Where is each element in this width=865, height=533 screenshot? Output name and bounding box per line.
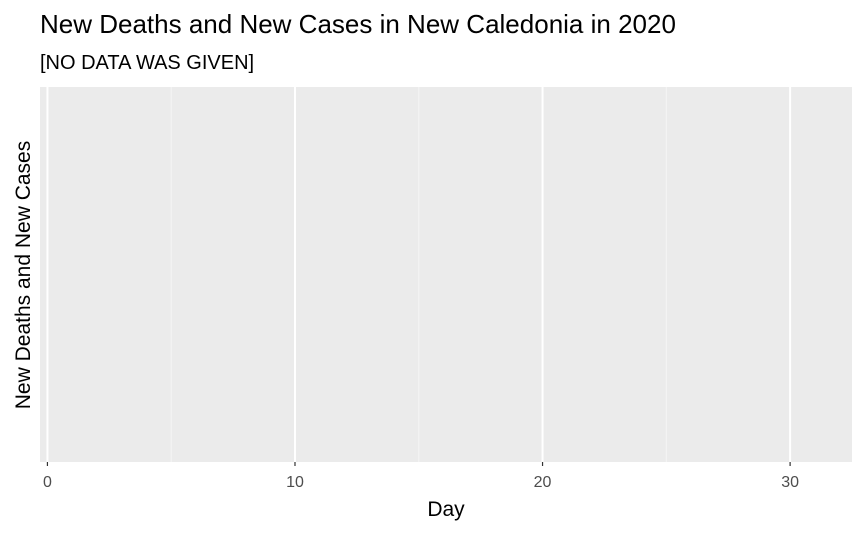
x-axis-title: Day — [427, 498, 465, 521]
x-tick-label: 30 — [781, 474, 799, 491]
plot-panel — [40, 87, 852, 462]
x-tick-label: 0 — [43, 474, 52, 491]
chart-subtitle: [NO DATA WAS GIVEN] — [40, 52, 254, 74]
major-gridlines — [46, 87, 792, 462]
minor-gridlines — [170, 87, 667, 462]
chart-title: New Deaths and New Cases in New Caledoni… — [40, 9, 676, 39]
x-tick-label: 10 — [286, 474, 304, 491]
x-tick-label: 20 — [534, 474, 552, 491]
x-axis-ticks: 0 10 20 30 — [43, 462, 799, 491]
y-axis-title: New Deaths and New Cases — [12, 141, 35, 409]
